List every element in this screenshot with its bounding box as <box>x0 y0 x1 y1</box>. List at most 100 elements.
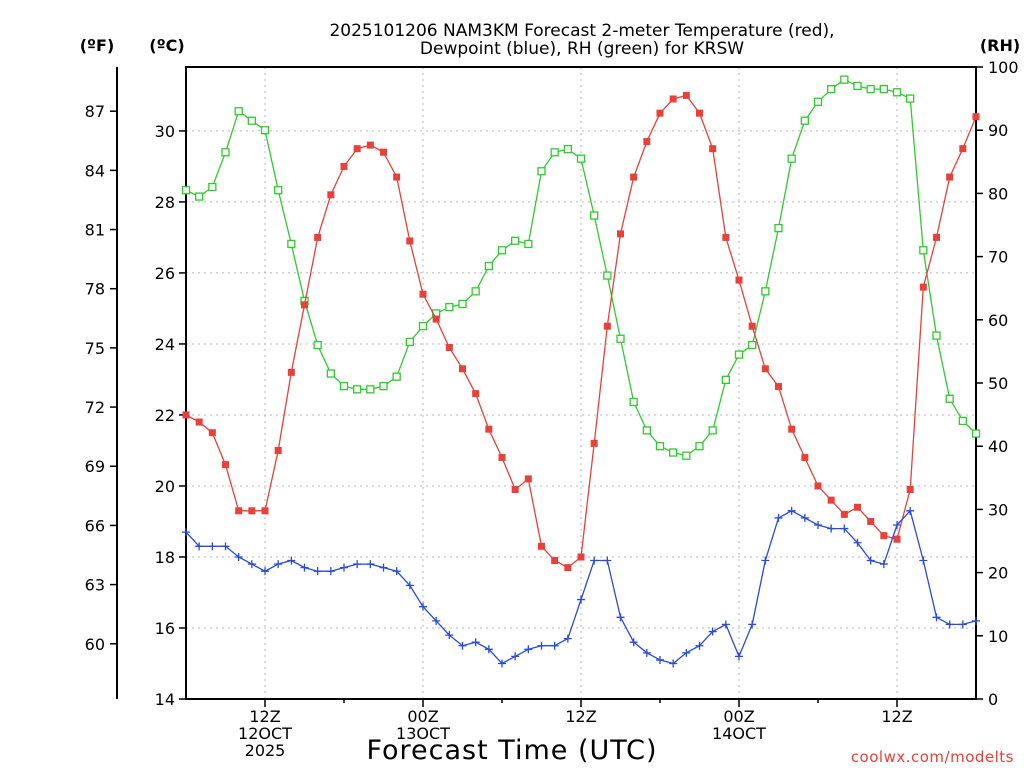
rh-tick-label: 100 <box>988 58 1019 77</box>
rh-point <box>695 442 704 451</box>
series-layer <box>181 75 981 668</box>
dewpoint-point <box>945 620 954 629</box>
dewpoint-point <box>340 563 348 572</box>
rh-point <box>616 334 625 343</box>
temperature-point <box>735 276 743 284</box>
temperature-point <box>906 486 914 494</box>
rh-point <box>208 182 217 192</box>
temperature-point <box>235 507 243 515</box>
temperature-point <box>406 237 414 245</box>
temperature-point <box>327 191 335 199</box>
temperature-point <box>445 343 453 351</box>
rh-point <box>590 211 599 220</box>
rh-tick-label: 90 <box>988 121 1008 140</box>
rh-tick-label: 30 <box>988 500 1008 519</box>
time-tick-label: 2025 <box>245 741 286 760</box>
rh-point <box>813 97 823 106</box>
dewpoint-point <box>932 613 941 622</box>
series-dewpoint-c <box>182 506 980 668</box>
dewpoint-point <box>405 581 414 590</box>
dewpoint-point <box>590 556 599 565</box>
dewpoint-point <box>629 638 638 647</box>
chart-title-line1: 2025101206 NAM3KM Forecast 2-meter Tempe… <box>329 21 834 41</box>
rh-point <box>392 372 401 381</box>
temperature-point <box>761 365 769 373</box>
dewpoint-point <box>379 563 388 572</box>
rh-point <box>458 299 467 309</box>
rh-axis: 0 10 20 30 40 50 60 70 80 90 100 <box>976 58 1019 709</box>
rh-point <box>932 331 941 340</box>
rh-point <box>511 236 520 245</box>
dewpoint-point <box>392 567 401 576</box>
time-tick-label: 12Z <box>249 707 280 726</box>
temperature-point <box>498 454 506 462</box>
dewpoint-point <box>735 652 743 661</box>
rh-point <box>840 75 849 84</box>
dewpoint-point <box>972 616 980 625</box>
temperature-point <box>419 290 427 298</box>
dewpoint-point <box>814 521 822 530</box>
dewpoint-point <box>234 552 243 561</box>
dewpoint-point <box>656 655 664 664</box>
temperature-point <box>933 233 940 241</box>
temperature-point <box>603 322 611 330</box>
temperature-point <box>182 411 190 419</box>
celsius-tick-label: 28 <box>155 193 175 212</box>
temperature-point <box>880 532 888 540</box>
temperature-point <box>801 454 809 462</box>
dewpoint-point <box>800 513 809 522</box>
rh-point <box>761 287 770 296</box>
time-tick-label: 00Z <box>723 707 754 726</box>
rh-point <box>260 126 270 135</box>
dewpoint-point <box>550 641 559 650</box>
dewpoint-point <box>366 560 375 569</box>
rh-point <box>195 192 204 201</box>
temperature-point <box>380 148 387 156</box>
rh-point <box>603 271 612 280</box>
rh-point <box>418 321 428 331</box>
fahrenheit-unit-label: (ºF) <box>80 36 115 55</box>
dewpoint-point <box>893 521 901 530</box>
dewpoint-point <box>498 659 506 668</box>
temperature-point <box>643 138 651 146</box>
x-axis-title: Forecast Time (UTC) <box>366 735 657 766</box>
dewpoint-point <box>721 620 730 629</box>
dewpoint-point <box>958 620 967 629</box>
rh-point <box>906 94 915 103</box>
rh-point <box>971 429 981 438</box>
rh-point <box>181 186 191 195</box>
celsius-tick-label: 14 <box>155 690 175 709</box>
temperature-point <box>222 461 229 469</box>
temperature-point <box>682 91 690 99</box>
rh-point <box>405 337 414 347</box>
rh-point <box>721 375 730 384</box>
temperature-point <box>274 446 282 454</box>
time-tick-label: 12Z <box>881 707 912 726</box>
source-credit[interactable]: coolwx.com/modelts <box>851 748 1014 766</box>
fahrenheit-tick-label: 75 <box>85 339 105 358</box>
rh-point <box>919 246 928 255</box>
dewpoint-point <box>577 595 585 604</box>
dewpoint-point <box>919 556 928 565</box>
rh-point <box>274 186 283 195</box>
celsius-tick-label: 18 <box>155 548 175 567</box>
rh-point <box>497 246 507 255</box>
series-line <box>185 509 977 665</box>
temperature-point <box>195 418 203 426</box>
dewpoint-point <box>326 567 335 576</box>
time-tick-label: 12Z <box>565 707 596 726</box>
dewpoint-point <box>827 524 836 533</box>
rh-point <box>550 148 559 157</box>
time-tick-label: 12OCT <box>238 724 292 743</box>
fahrenheit-tick-label: 60 <box>85 635 105 654</box>
temperature-point <box>722 233 730 241</box>
dewpoint-point <box>669 659 678 668</box>
rh-unit-label: (RH) <box>980 36 1020 55</box>
celsius-axis: 14 16 18 20 22 24 26 28 30 <box>155 122 186 709</box>
rh-point <box>655 442 665 451</box>
temperature-point <box>946 173 954 181</box>
fahrenheit-tick-label: 81 <box>85 221 105 240</box>
temperature-point <box>314 233 322 241</box>
temperature-point <box>577 553 585 561</box>
